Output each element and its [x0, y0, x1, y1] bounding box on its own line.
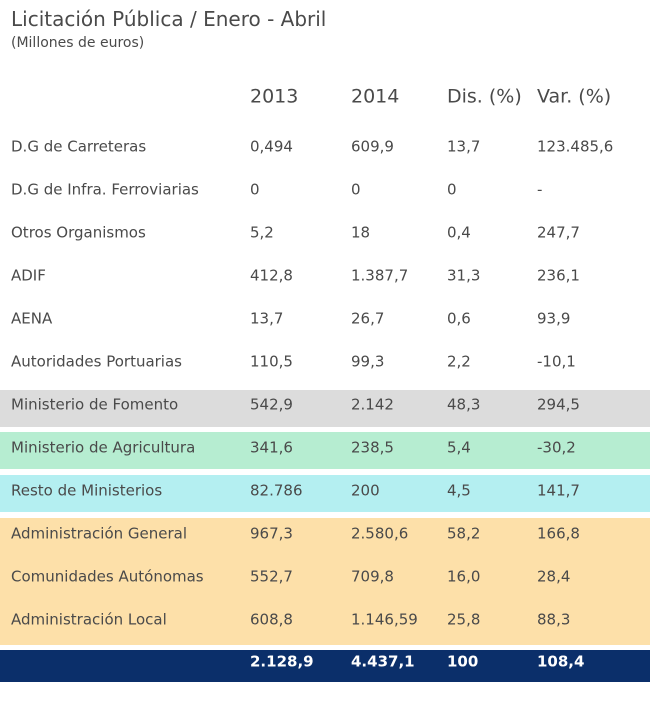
cell: 28,4 — [537, 567, 571, 586]
cell: 412,8 — [250, 266, 293, 285]
cell: 552,7 — [250, 567, 293, 586]
cell: 16,0 — [447, 567, 481, 586]
total-cell: 2.128,9 — [250, 652, 314, 671]
row-band — [0, 390, 650, 427]
cell: 13,7 — [250, 309, 284, 328]
cell: 238,5 — [351, 438, 394, 457]
cell: 247,7 — [537, 223, 580, 242]
subtitle: (Millones de euros) — [11, 35, 145, 51]
total-cell: 4.437,1 — [351, 652, 415, 671]
cell: -10,1 — [537, 352, 576, 371]
cell: 5,4 — [447, 438, 471, 457]
row-label: Ministerio de Agricultura — [11, 438, 196, 457]
cell: 608,8 — [250, 610, 293, 629]
row-label: Administración General — [11, 524, 188, 543]
cell: 967,3 — [250, 524, 293, 543]
row-band — [0, 518, 650, 645]
column-header: 2014 — [351, 85, 400, 108]
cell: 236,1 — [537, 266, 580, 285]
row-label: Administración Local — [11, 610, 167, 629]
cell: 1.146,59 — [351, 610, 418, 629]
cell: 0 — [250, 180, 260, 199]
cell: 609,9 — [351, 137, 394, 156]
cell: 200 — [351, 481, 380, 500]
cell: 0 — [447, 180, 457, 199]
row-label: D.G de Infra. Ferroviarias — [11, 180, 199, 199]
total-cell: 108,4 — [537, 652, 585, 671]
row-label: Comunidades Autónomas — [11, 567, 204, 586]
cell: 1.387,7 — [351, 266, 409, 285]
cell: 2.142 — [351, 395, 394, 414]
cell: 2.580,6 — [351, 524, 409, 543]
cell: 18 — [351, 223, 371, 242]
cell: 58,2 — [447, 524, 481, 543]
cell: 48,3 — [447, 395, 481, 414]
cell: - — [537, 180, 543, 199]
row-label: ADIF — [11, 266, 46, 285]
title: Licitación Pública / Enero - Abril — [11, 7, 327, 31]
cell: 542,9 — [250, 395, 293, 414]
row-band — [0, 650, 650, 682]
cell: 13,7 — [447, 137, 481, 156]
cell: 82.786 — [250, 481, 303, 500]
column-header: 2013 — [250, 85, 299, 108]
cell: 26,7 — [351, 309, 385, 328]
row-label: D.G de Carreteras — [11, 137, 147, 156]
cell: 31,3 — [447, 266, 481, 285]
row-label: Otros Organismos — [11, 223, 146, 242]
row-label: AENA — [11, 309, 53, 328]
cell: 25,8 — [447, 610, 481, 629]
cell: 93,9 — [537, 309, 571, 328]
cell: 0,494 — [250, 137, 293, 156]
row-band — [0, 475, 650, 512]
cell: 341,6 — [250, 438, 293, 457]
total-cell: 100 — [447, 652, 479, 671]
cell: 123.485,6 — [537, 137, 614, 156]
cell: 294,5 — [537, 395, 580, 414]
cell: 166,8 — [537, 524, 580, 543]
row-label: Autoridades Portuarias — [11, 352, 182, 371]
cell: -30,2 — [537, 438, 576, 457]
cell: 709,8 — [351, 567, 394, 586]
cell: 88,3 — [537, 610, 571, 629]
row-label: Resto de Ministerios — [11, 481, 163, 500]
row-label: Ministerio de Fomento — [11, 395, 179, 414]
column-header: Dis. (%) — [447, 85, 522, 108]
cell: 99,3 — [351, 352, 385, 371]
cell: 0 — [351, 180, 361, 199]
cell: 4,5 — [447, 481, 471, 500]
cell: 141,7 — [537, 481, 580, 500]
column-header: Var. (%) — [537, 85, 612, 108]
cell: 0,4 — [447, 223, 471, 242]
cell: 5,2 — [250, 223, 274, 242]
cell: 110,5 — [250, 352, 293, 371]
cell: 2,2 — [447, 352, 471, 371]
cell: 0,6 — [447, 309, 471, 328]
row-band — [0, 432, 650, 469]
